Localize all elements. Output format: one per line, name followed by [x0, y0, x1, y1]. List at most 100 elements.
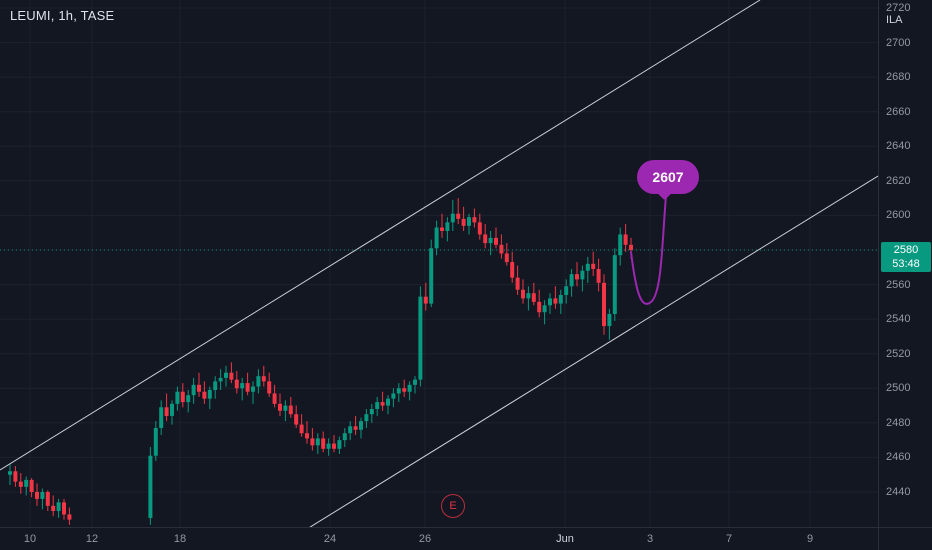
- candle-body: [180, 391, 185, 403]
- price-axis-label: 2660: [886, 105, 911, 118]
- candle-body: [612, 255, 617, 314]
- candle-body: [332, 443, 336, 449]
- candle-body: [67, 514, 72, 520]
- time-axis-label: 26: [418, 533, 432, 545]
- candle-body: [380, 402, 385, 406]
- price-axis-label: 2680: [886, 71, 911, 84]
- symbol-legend[interactable]: LEUMI, 1h, TASE: [10, 8, 115, 23]
- candle-body: [418, 296, 423, 380]
- time-axis-label: 10: [23, 533, 37, 545]
- candle-body: [434, 227, 439, 249]
- candle-body: [45, 492, 50, 506]
- candle-body: [267, 381, 272, 394]
- candle-body: [148, 455, 153, 518]
- candle-body: [569, 274, 574, 287]
- candle-body: [240, 383, 245, 389]
- candle-body: [375, 402, 380, 410]
- candle-body: [35, 492, 39, 499]
- candle-body: [272, 393, 277, 404]
- candle-body: [488, 237, 493, 244]
- candle-body: [548, 298, 552, 306]
- candle-body: [288, 405, 293, 415]
- candle-body: [315, 438, 320, 446]
- price-axis-label: 2640: [886, 140, 911, 153]
- candle-body: [413, 379, 417, 385]
- candle-body: [24, 479, 29, 487]
- candle-body: [558, 294, 563, 304]
- chart-plot[interactable]: [0, 0, 878, 527]
- time-axis-label: 18: [173, 533, 187, 545]
- earnings-marker[interactable]: E: [441, 494, 465, 518]
- candle-body: [369, 409, 374, 415]
- price-axis-label: 2460: [886, 451, 911, 464]
- candle-body: [472, 217, 477, 223]
- candle-body: [170, 403, 174, 416]
- price-axis-label: 2440: [886, 486, 911, 498]
- candle-body: [477, 222, 482, 235]
- channel-trendline[interactable]: [0, 0, 761, 471]
- candle-body: [342, 433, 347, 441]
- candle-body: [159, 407, 164, 429]
- time-axis-label: Jun: [556, 533, 574, 545]
- candle-body: [564, 286, 569, 295]
- candle-body: [321, 438, 326, 449]
- price-axis-label: 2720: [886, 2, 911, 14]
- time-axis-label: 3: [646, 533, 654, 545]
- candle-body: [40, 492, 45, 499]
- candle-body: [591, 263, 596, 270]
- candle-body: [531, 293, 536, 302]
- candle-body: [278, 403, 282, 411]
- candle-body: [526, 293, 531, 299]
- candle-body: [229, 372, 234, 380]
- candle-body: [305, 433, 309, 439]
- candle-body: [218, 377, 223, 382]
- currency-label: ILA: [886, 14, 903, 26]
- candle-body: [521, 289, 525, 299]
- chart-canvas[interactable]: LEUMI, 1h, TASE 2607 E: [0, 0, 878, 527]
- candle-body: [629, 244, 633, 250]
- candle-body: [440, 227, 444, 231]
- candle-body: [353, 426, 358, 430]
- candle-body: [510, 262, 515, 278]
- candle-body: [575, 274, 579, 280]
- candle-body: [18, 481, 23, 487]
- current-price-badge: 2580 53:48: [881, 242, 931, 272]
- candle-body: [186, 395, 191, 403]
- candle-body: [461, 218, 466, 226]
- candle-body: [467, 217, 471, 226]
- price-axis-label: 2480: [886, 416, 911, 429]
- candle-body: [602, 282, 606, 327]
- channel-trendline[interactable]: [273, 175, 878, 527]
- candle-body: [537, 301, 542, 313]
- time-axis-label: 12: [85, 533, 99, 545]
- price-axis[interactable]: ILA 2720 2700 2680 2660 2640 2620 2600 2580 2560…: [878, 0, 932, 527]
- candle-body: [391, 393, 396, 399]
- candle-body: [191, 384, 196, 396]
- candle-body: [553, 298, 558, 304]
- price-target-label: 2607: [652, 169, 684, 185]
- candle-body: [607, 313, 612, 327]
- price-axis-label: 2600: [886, 209, 911, 222]
- candle-body: [542, 305, 547, 313]
- price-axis-label: 2700: [886, 36, 911, 49]
- candle-body: [386, 398, 390, 406]
- price-target-bubble[interactable]: 2607: [637, 160, 699, 201]
- time-axis[interactable]: 10 12 18 24 26 Jun 3 7 9: [0, 527, 878, 550]
- axis-corner: [878, 527, 932, 550]
- projection-path[interactable]: [630, 195, 667, 305]
- candle-body: [396, 388, 401, 394]
- candle-body: [348, 426, 353, 434]
- candle-body: [499, 244, 504, 254]
- earnings-marker-label: E: [449, 500, 457, 512]
- price-axis-label: 2560: [886, 278, 911, 291]
- candle-body: [445, 222, 450, 231]
- candle-body: [245, 383, 250, 392]
- candle-body: [234, 379, 239, 389]
- candle-body: [62, 502, 66, 515]
- candle-body: [310, 438, 315, 446]
- candle-body: [283, 405, 288, 411]
- candle-body: [423, 296, 428, 304]
- candle-body: [294, 414, 299, 425]
- candle-body: [175, 391, 180, 404]
